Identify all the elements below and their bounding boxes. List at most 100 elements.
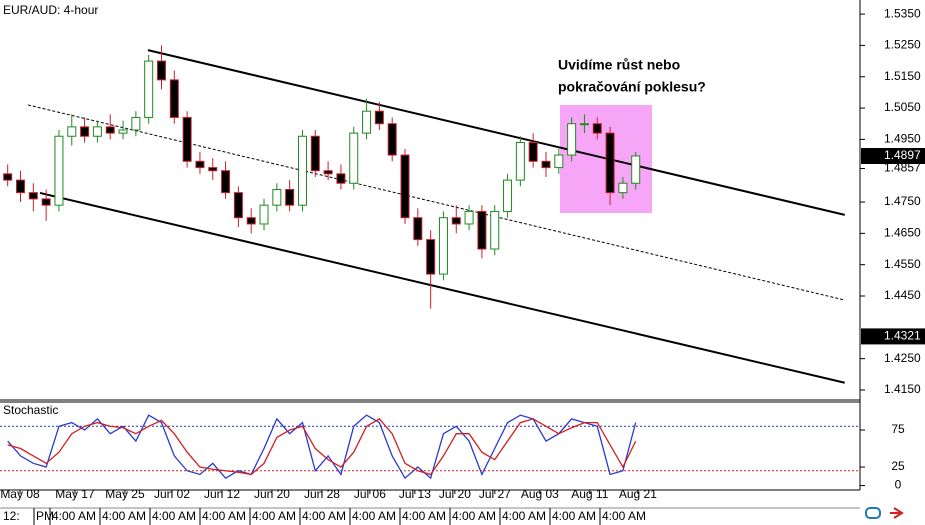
candle-body	[349, 132, 359, 184]
time-label: 4:00 AM	[552, 509, 596, 523]
icon[interactable]	[865, 507, 881, 519]
trend-line	[147, 49, 845, 216]
candle-body	[144, 60, 154, 118]
stoch-tick-label: 75	[891, 422, 905, 436]
title-box	[1, 1, 109, 20]
x-tick-label: Jul 06	[354, 487, 386, 501]
x-tick-label: Jun 02	[154, 487, 190, 501]
candle-body	[297, 135, 307, 206]
candle-body	[118, 129, 128, 134]
candle-body	[80, 126, 90, 137]
annotation: Uvidíme růst nebo	[558, 57, 680, 73]
price-label: 1.4321	[884, 329, 921, 343]
candle-body	[323, 170, 333, 175]
stoch-tick-label: 25	[891, 459, 905, 473]
candle-body	[233, 192, 243, 219]
y-tick-label: 1.4150	[884, 382, 921, 396]
candle-body	[131, 116, 141, 131]
x-tick-label: Aug 21	[619, 487, 657, 501]
trend-line	[39, 191, 845, 384]
candle-body	[3, 173, 13, 181]
y-tick-label: 1.5050	[884, 100, 921, 114]
x-tick-label: Jul 20	[439, 487, 471, 501]
icons[interactable]	[865, 507, 904, 519]
y-tick-label: 1.4650	[884, 226, 921, 240]
y-tick-label: 1.4250	[884, 351, 921, 365]
x-tick-label: May 17	[55, 487, 95, 501]
time-label: 4:00 AM	[202, 509, 246, 523]
x-tick-label: Aug 11	[571, 487, 608, 501]
x-tick-label: May 08	[0, 487, 40, 501]
price-label-box	[861, 328, 925, 345]
candle-body	[464, 210, 474, 225]
candle-body	[631, 155, 641, 184]
candle-body	[503, 179, 513, 212]
time-label: 4:00 AM	[352, 509, 396, 523]
candle-body	[208, 167, 218, 172]
icon[interactable]	[890, 507, 904, 519]
candle-body	[105, 126, 115, 134]
time-label: 4:00 AM	[452, 509, 496, 523]
y-tick-label: 1.5250	[884, 38, 921, 52]
candle-body	[515, 142, 525, 181]
candle-body	[387, 123, 397, 156]
candle-body	[374, 110, 384, 125]
stoch-tick-label: 0	[895, 478, 902, 492]
candle-body	[400, 154, 410, 219]
candle-body	[490, 210, 500, 250]
candle-body	[413, 217, 423, 241]
y-tick-label: 1.4750	[884, 194, 921, 208]
time-label: 12:	[3, 509, 20, 523]
candle-body	[426, 239, 436, 275]
panel-title-box	[1, 403, 63, 419]
stoch-line	[7, 418, 637, 476]
y-tick-label: 1.5350	[884, 6, 921, 20]
x-tick-label: Jun 12	[204, 487, 240, 501]
candle-body	[169, 79, 179, 118]
time-label: 4:00 AM	[502, 509, 546, 523]
chart-title: EUR/AUD: 4-hour	[3, 3, 98, 17]
time-label: 4:00 AM	[302, 509, 346, 523]
candle-body	[156, 60, 166, 81]
stoch-line	[7, 414, 637, 480]
x-tick-label: Jul 13	[399, 487, 431, 501]
candle-body	[605, 132, 615, 194]
candle-body	[67, 126, 77, 137]
time-label: 4:00 AM	[252, 509, 296, 523]
candle-body	[285, 189, 295, 206]
candle-body	[528, 142, 538, 162]
time-label: 4:00 AM	[402, 509, 446, 523]
time-label: 4:00 AM	[52, 509, 96, 523]
candle-body	[477, 210, 487, 250]
y-tick-label: 1.4450	[884, 288, 921, 302]
candle-body	[554, 154, 564, 169]
candle-body	[246, 217, 256, 225]
time-label: 4:00 AM	[102, 509, 146, 523]
price-label: 1.4857	[884, 161, 921, 175]
candle-body	[54, 135, 64, 206]
candle-body	[195, 160, 205, 169]
price-label: 1.4897	[884, 148, 921, 162]
x-tick-label: Jun 28	[304, 487, 340, 501]
time-label: 4:00 AM	[602, 509, 646, 523]
x-tick-label: Jun 20	[254, 487, 290, 501]
candle-body	[28, 192, 38, 200]
x-tick-label: May 25	[105, 487, 145, 501]
time-label: 4:00 AM	[152, 509, 196, 523]
candle-body	[310, 135, 320, 172]
candle-body	[336, 173, 346, 184]
candle-body	[272, 189, 282, 206]
annotation: pokračování poklesu?	[558, 79, 706, 95]
candle-body	[451, 217, 461, 225]
candle-body	[579, 123, 589, 126]
candle-body	[221, 170, 231, 194]
candle-body	[92, 126, 102, 137]
price-label-box	[861, 147, 925, 164]
candle-body	[41, 198, 51, 206]
y-tick-label: 1.5150	[884, 69, 921, 83]
panel-title: Stochastic	[3, 403, 58, 417]
y-tick-label: 1.4550	[884, 257, 921, 271]
price-plot	[3, 45, 845, 384]
x-tick-label: Aug 03	[521, 487, 559, 501]
